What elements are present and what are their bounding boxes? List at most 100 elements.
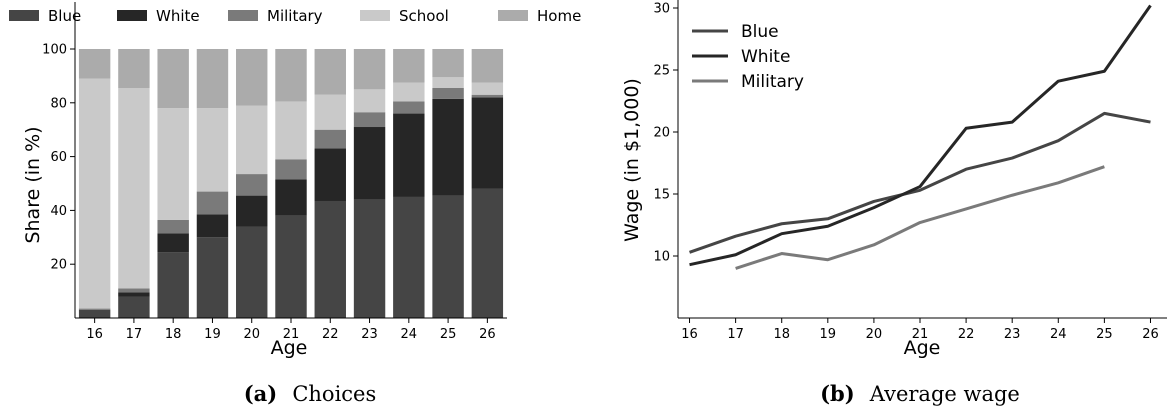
wage-x-tick-label: 20 <box>866 327 883 342</box>
choices-x-tick-label: 23 <box>361 327 378 342</box>
bar-blue-age-21 <box>275 215 307 318</box>
choices-x-tick-label: 24 <box>401 327 418 342</box>
bar-blue-age-23 <box>353 199 386 318</box>
bar-home-age-18 <box>157 49 189 109</box>
wage-x-tick-label: 16 <box>681 327 698 342</box>
wage-y-ticks: 10 15 20 25 30 <box>653 2 678 265</box>
legend-label-blue: Blue <box>48 7 81 25</box>
bar-school-age-17 <box>118 88 150 289</box>
choices-x-label: Age <box>271 337 308 359</box>
bar-blue-age-26 <box>471 188 504 318</box>
choices-x-tick-label: 26 <box>479 327 496 342</box>
choices-x-tick-label: 21 <box>283 327 300 342</box>
choices-x-tick-label: 17 <box>126 327 143 342</box>
bar-home-age-17 <box>118 49 150 88</box>
bar-military-age-24 <box>393 101 425 114</box>
bar-home-age-23 <box>353 49 386 90</box>
legend-label-white: White <box>156 7 200 25</box>
line-military <box>735 165 1105 270</box>
legend-label-military: Military <box>741 72 804 92</box>
bar-school-age-20 <box>236 105 268 175</box>
wage-y-tick-label: 25 <box>653 64 670 79</box>
choices-x-tick-label: 22 <box>322 327 339 342</box>
wage-x-label: Age <box>904 337 941 359</box>
wage-x-tick-label: 22 <box>958 327 975 342</box>
bar-white-age-19 <box>196 214 229 238</box>
wage-y-tick-label: 15 <box>653 188 670 203</box>
bar-home-age-24 <box>393 49 425 83</box>
choices-y-ticks: 20 40 60 80 100 <box>42 43 75 273</box>
choices-caption-label: (a) <box>244 381 277 406</box>
choices-caption: (a) Choices <box>244 381 377 406</box>
bar-school-age-21 <box>275 101 307 160</box>
choices-y-tick-label: 100 <box>42 43 67 58</box>
bar-home-age-20 <box>236 49 268 106</box>
legend-label-home: Home <box>537 7 581 25</box>
wage-panel: 10 15 20 25 30 16 17 18 19 20 21 22 23 24 25 26 Blue Wh… <box>621 0 1167 406</box>
bar-white-age-24 <box>393 113 425 197</box>
choices-x-tick-label: 18 <box>165 327 182 342</box>
bar-home-age-19 <box>196 49 229 109</box>
bar-blue-age-24 <box>393 196 425 318</box>
choices-y-tick-label: 40 <box>50 204 67 219</box>
choices-x-ticks: 16 17 18 19 20 21 22 23 24 25 26 <box>86 318 496 342</box>
choices-x-tick-label: 25 <box>440 327 457 342</box>
choices-bars <box>78 49 504 318</box>
bar-school-age-23 <box>353 89 386 113</box>
bar-school-age-16 <box>78 78 111 309</box>
choices-y-tick-label: 80 <box>50 96 67 111</box>
wage-caption-text: Average wage <box>869 382 1020 406</box>
bar-school-age-24 <box>393 82 425 102</box>
bar-military-age-20 <box>236 174 268 196</box>
wage-x-tick-label: 25 <box>1096 327 1113 342</box>
legend-label-military: Military <box>267 7 323 25</box>
bar-military-age-25 <box>432 88 464 99</box>
legend-swatch-white <box>117 10 147 21</box>
bar-military-age-21 <box>275 159 307 180</box>
bar-military-age-26 <box>471 94 504 98</box>
bar-military-age-18 <box>157 219 189 234</box>
bar-school-age-22 <box>314 94 346 130</box>
wage-x-tick-label: 18 <box>773 327 790 342</box>
choices-legend: Blue White Military School Home <box>9 7 581 25</box>
bar-home-age-16 <box>78 49 111 79</box>
bar-military-age-22 <box>314 129 346 149</box>
bar-school-age-26 <box>471 82 504 95</box>
bar-white-age-25 <box>432 98 464 196</box>
bar-school-age-18 <box>157 108 189 220</box>
choices-x-tick-label: 20 <box>243 327 260 342</box>
bar-school-age-19 <box>196 108 229 192</box>
wage-x-ticks: 16 17 18 19 20 21 22 23 24 25 26 <box>681 318 1159 342</box>
wage-y-tick-label: 20 <box>653 126 670 141</box>
bar-home-age-21 <box>275 49 307 102</box>
line-blue <box>689 111 1151 254</box>
bar-white-age-18 <box>157 233 189 253</box>
bar-blue-age-16 <box>78 309 111 318</box>
bar-military-age-19 <box>196 191 229 215</box>
wage-y-tick-label: 30 <box>653 2 670 17</box>
bar-military-age-23 <box>353 112 386 128</box>
wage-caption-label: (b) <box>820 381 855 406</box>
wage-x-tick-label: 21 <box>912 327 929 342</box>
legend-swatch-blue <box>9 10 39 21</box>
wage-lines <box>689 4 1152 270</box>
bar-blue-age-19 <box>196 237 229 318</box>
wage-x-tick-label: 24 <box>1050 327 1067 342</box>
legend-label-school: School <box>399 7 449 25</box>
choices-y-label: Share (in %) <box>22 126 44 243</box>
bar-blue-age-22 <box>314 200 346 318</box>
bar-school-age-25 <box>432 77 464 89</box>
legend-label-white: White <box>741 47 790 67</box>
bar-blue-age-17 <box>118 296 150 318</box>
bar-home-age-26 <box>471 49 504 83</box>
bar-blue-age-18 <box>157 252 189 318</box>
wage-x-tick-label: 26 <box>1142 327 1159 342</box>
bar-blue-age-25 <box>432 195 464 318</box>
choices-x-tick-label: 19 <box>204 327 221 342</box>
bar-military-age-17 <box>118 288 150 293</box>
bar-home-age-25 <box>432 49 464 78</box>
legend-swatch-military <box>228 10 258 21</box>
bar-white-age-21 <box>275 179 307 216</box>
wage-caption: (b) Average wage <box>820 381 1020 406</box>
